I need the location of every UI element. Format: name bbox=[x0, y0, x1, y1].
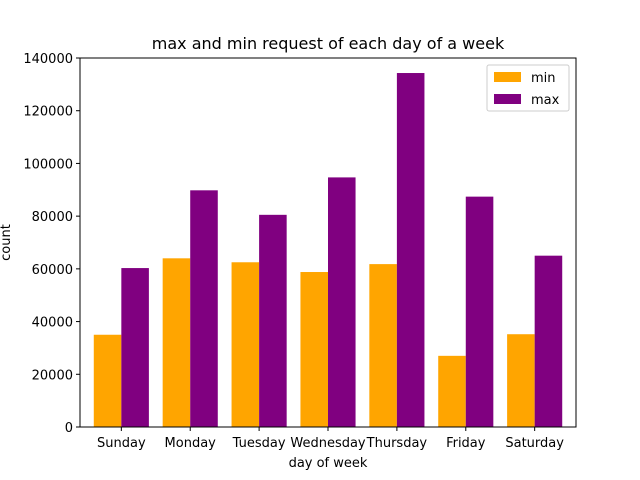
bar-max-saturday bbox=[534, 255, 563, 427]
bar-max-wednesday bbox=[328, 177, 356, 427]
chart-title: max and min request of each day of a wee… bbox=[152, 34, 505, 53]
bar-min-wednesday bbox=[300, 272, 328, 427]
x-axis: Sunday Monday Tuesday Wednesday Thursday Frid… bbox=[97, 427, 564, 451]
x-tick-label: Thursday bbox=[366, 436, 428, 451]
bar-min-thursday bbox=[369, 264, 397, 427]
bar-max-monday bbox=[190, 190, 218, 427]
x-tick-label: Monday bbox=[165, 436, 217, 451]
x-tick-label: Friday bbox=[446, 436, 486, 451]
x-tick-label: Wednesday bbox=[290, 436, 366, 451]
bar-max-friday bbox=[465, 196, 494, 427]
y-tick-label: 40000 bbox=[32, 316, 73, 331]
bar-min-friday bbox=[438, 355, 466, 427]
y-axis-title: count bbox=[0, 224, 14, 261]
bar-min-tuesday bbox=[231, 262, 260, 427]
y-tick-label: 20000 bbox=[32, 368, 73, 383]
y-tick-label: 100000 bbox=[23, 157, 73, 172]
bar-min-saturday bbox=[507, 334, 535, 427]
x-axis-title: day of week bbox=[289, 456, 368, 471]
bar-max-sunday bbox=[121, 268, 149, 427]
bars-group bbox=[93, 73, 563, 428]
legend-swatch-min bbox=[494, 72, 521, 82]
y-tick-label: 60000 bbox=[32, 263, 73, 278]
legend-label-max: max bbox=[531, 93, 560, 108]
x-tick-label: Tuesday bbox=[232, 436, 286, 451]
y-axis: 0 20000 40000 60000 80000 100000 120000 140000 bbox=[23, 52, 80, 436]
bar-max-tuesday bbox=[259, 214, 287, 427]
y-tick-label: 140000 bbox=[23, 52, 73, 67]
bar-min-sunday bbox=[93, 334, 122, 427]
legend-label-min: min bbox=[531, 71, 556, 86]
bar-max-thursday bbox=[396, 73, 425, 428]
bar-min-monday bbox=[162, 258, 191, 427]
x-tick-label: Saturday bbox=[505, 436, 564, 451]
y-tick-label: 0 bbox=[65, 421, 73, 436]
legend: min max bbox=[486, 64, 570, 112]
y-tick-label: 120000 bbox=[23, 105, 73, 120]
x-tick-label: Sunday bbox=[97, 436, 146, 451]
legend-swatch-max bbox=[494, 94, 521, 104]
y-tick-label: 80000 bbox=[32, 210, 73, 225]
